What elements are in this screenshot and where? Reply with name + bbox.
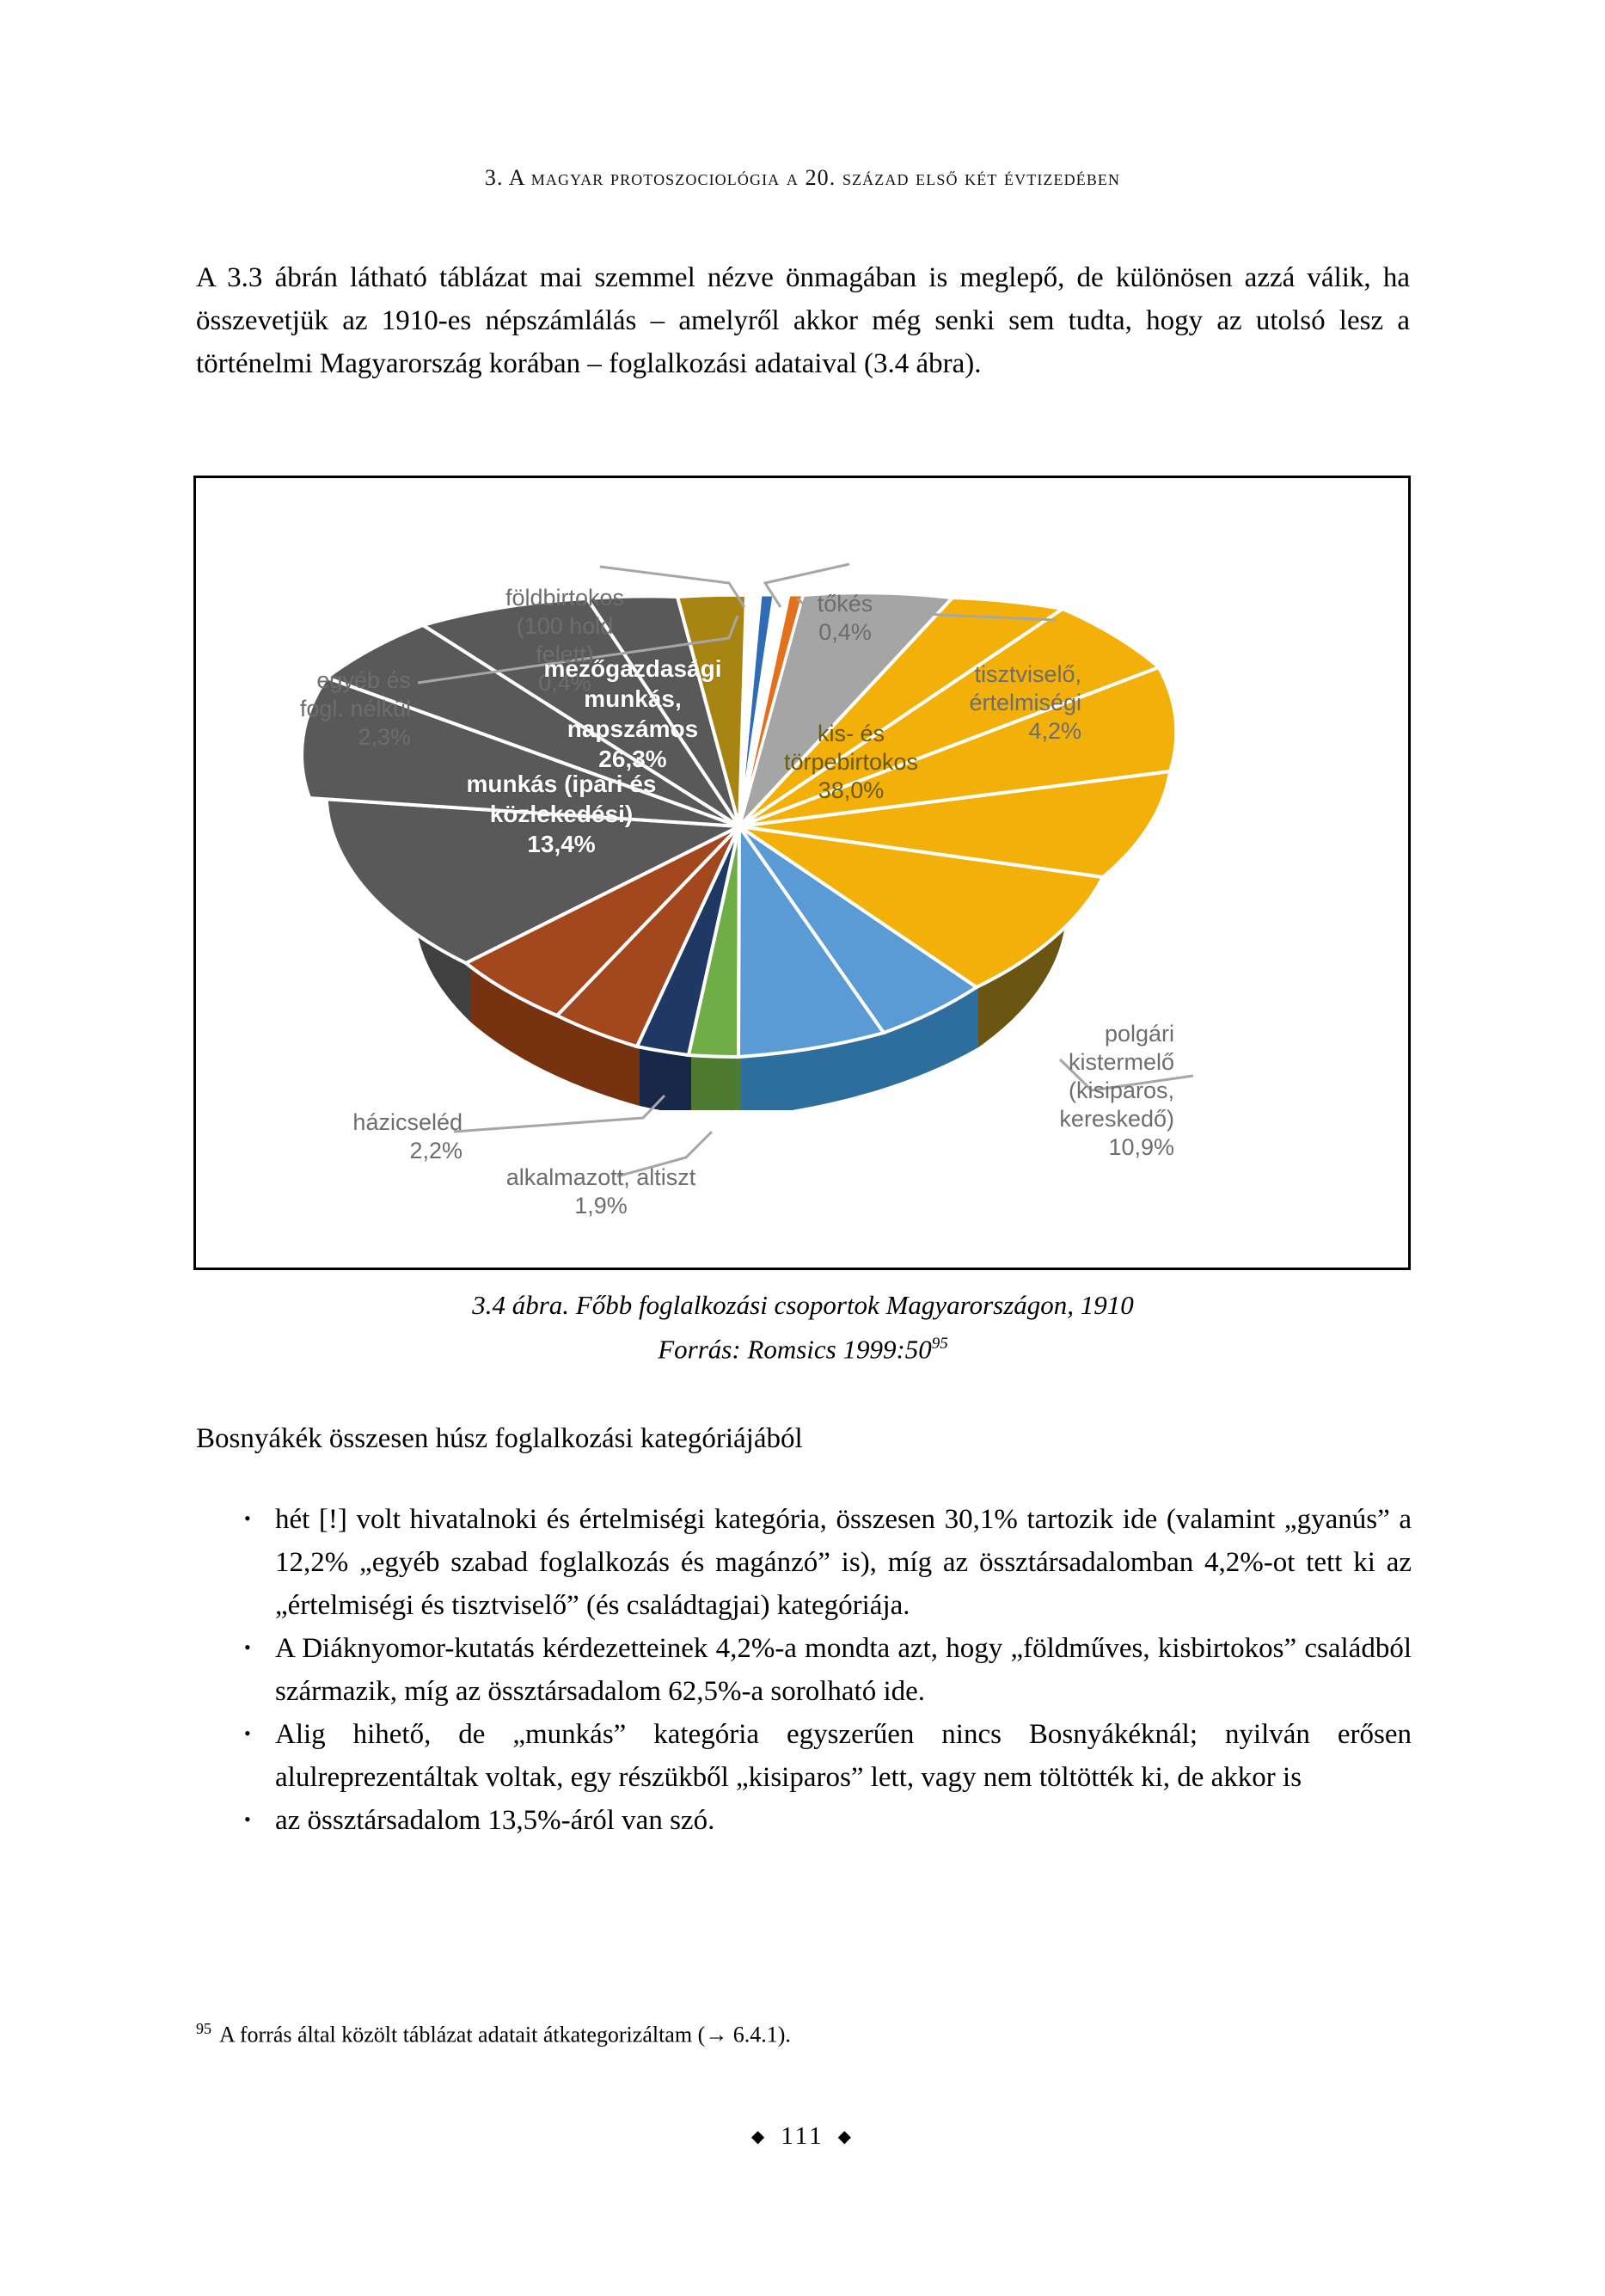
leader-foldbirtokos [599,565,746,608]
slice-egyeb-es-fogl-nelkul [675,592,749,827]
pie-top-face [300,591,1179,1059]
figure-caption: 3.4 ábra. Főbb foglalkozási csoportok Ma… [196,1286,1410,1368]
pie-chart [196,478,1408,1268]
running-head: 3. A magyar protoszociológia a 20. száza… [484,165,1121,190]
footnote: 95 A forrás által közölt táblázat adatait… [196,2012,1410,2052]
chart-label-kis-es-torpebirtokos: kis- és törpebirtokos 38,0% [783,721,919,803]
list-item: hét [!] volt hivatalnoki és értelmiségi … [230,1497,1412,1627]
list-item: az össztársadalom 13,5%-áról van szó. [230,1798,1412,1842]
chart-label-mezogazdasagi-munkas: mezőgazdasági munkás, napszámos 26,3% [543,655,722,772]
chart-label-tokes: tőkés 0,4% [817,591,873,645]
folio-page-number: 111 [781,2122,824,2150]
list-item: A Diáknyomor-kutatás kérdezetteinek 4,2%… [230,1626,1412,1713]
leader-lines [417,562,1194,1178]
intro-paragraph: A 3.3 ábrán látható táblázat mai szemmel… [196,262,1410,379]
chart-label-munkas-ipari: munkás (ipari és közlekedési) 13,4% [466,770,657,857]
slice-kis-es-torpebirtokos [738,825,1106,990]
slice-tokes [738,593,805,827]
chart-label-foldbirtokos: földbirtokos (100 hold felett) 0,4% [505,585,625,696]
chart-label-polgari-kistermelo: polgári kistermelő (kisiparos, kereskedő… [1059,1021,1174,1160]
footnote-text: A forrás által közölt táblázat adatait á… [219,2022,791,2047]
figure-caption-fn-marker: 95 [931,1335,948,1353]
leader-tokes [763,562,850,608]
after-figure-paragraph: Bosnyákék összesen húsz foglalkozási kat… [196,1423,803,1454]
chart-label-alkalmazott-altiszt: alkalmazott, altiszt 1,9% [505,1164,696,1219]
figure-3-4: földbirtokos (100 hold felett) 0,4% tőké… [193,476,1411,1270]
bullet-list: hét [!] volt hivatalnoki és értelmiségi … [230,1497,1412,1842]
figure-caption-source: Forrás: Romsics 1999:50 [658,1334,932,1365]
list-item: Alig hihető, de „munkás” kategória egysz… [230,1712,1412,1799]
folio-ornament-left: ◆ [750,2127,768,2146]
leader-egyeb [417,615,739,685]
leader-hazicseled [453,1094,666,1133]
slice-tisztviselo-ertelmisegi [738,591,957,828]
footnote-number: 95 [196,2020,211,2037]
chart-label-egyeb: egyéb és fogl. nélkül 2,3% [299,667,411,750]
slice-munkas-ipari [463,825,741,1018]
after-figure-text-block: Bosnyákék összesen húsz foglalkozási kat… [196,1417,1410,1460]
leader-tisztviselo [796,597,1057,622]
page-folio: ◆ 111 ◆ [0,2122,1605,2151]
pie-chart-svg [300,562,1194,1178]
folio-ornament-right: ◆ [837,2127,855,2146]
leader-polgari [1058,1058,1194,1092]
figure-caption-line1: 3.4 ábra. Főbb foglalkozási csoportok Ma… [472,1290,1134,1320]
chart-label-tisztviselo: tisztviselő, értelmiségi 4,2% [969,661,1081,744]
slice-polgari-kistermelo [736,820,887,1059]
figure-caption-line2: Forrás: Romsics 1999:5095 [196,1324,1410,1368]
chart-label-hazicseled: házicseléd 2,2% [352,1109,463,1163]
intro-text-block: A 3.3 ábrán látható táblázat mai szemmel… [196,256,1410,385]
leader-alkalmazott [616,1130,714,1178]
